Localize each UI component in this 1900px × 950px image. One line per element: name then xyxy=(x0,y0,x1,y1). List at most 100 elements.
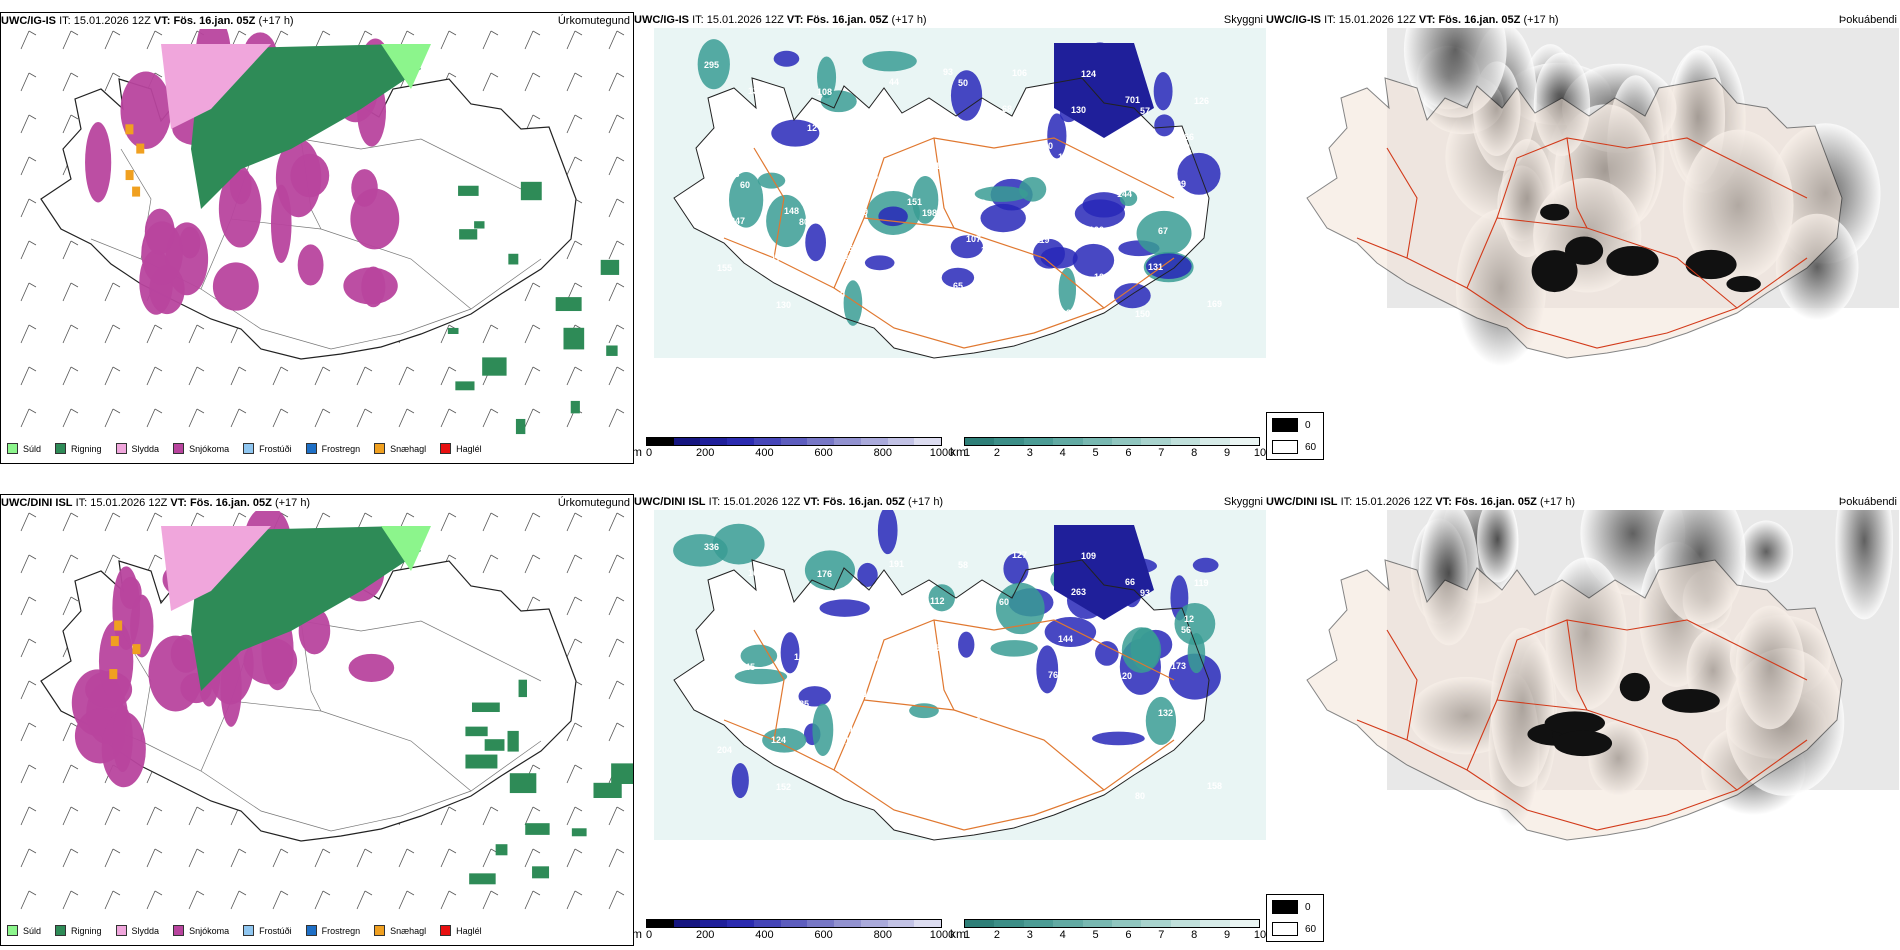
legend-label: Haglél xyxy=(456,925,482,936)
lead-time: (+17 h) xyxy=(274,497,311,509)
scale-swatch xyxy=(673,920,701,927)
wind-barb xyxy=(62,806,79,826)
precip-map xyxy=(20,511,633,910)
scale-swatch xyxy=(834,438,861,445)
road xyxy=(753,147,785,259)
visibility-label: 148 xyxy=(784,206,799,216)
scale-swatch xyxy=(994,438,1024,445)
scale-tick: 0 xyxy=(646,929,653,941)
wind-barb xyxy=(146,848,163,868)
visibility-label: 132 xyxy=(748,86,763,96)
scale-tick: 6 xyxy=(1125,929,1132,941)
precip-panel-row2: UWC/DINI ISL IT: 15.01.2026 12Z VT: Fös.… xyxy=(0,494,634,946)
fog-area xyxy=(1661,689,1720,713)
wind-barb xyxy=(482,554,499,574)
precip-legend: Súld Rigning Slydda Snjókoma Frostúði Frostre… xyxy=(7,443,496,454)
wind-barb xyxy=(524,282,541,302)
lead-time: (+17 h) xyxy=(258,15,294,27)
rain-area xyxy=(471,702,500,713)
scale-unit: km xyxy=(950,445,966,459)
wind-barb xyxy=(20,156,37,176)
visibility-label: 275 xyxy=(1048,188,1063,198)
precip-panel-row1: UWC/IG-IS IT: 15.01.2026 12Z VT: Fös. 16… xyxy=(0,12,634,464)
low-visibility-area xyxy=(1153,72,1173,111)
scale-swatch xyxy=(887,438,915,445)
graupel-area xyxy=(125,170,134,181)
scale-tick: 800 xyxy=(873,929,892,941)
visibility-label: 130 xyxy=(1071,105,1086,115)
wind-barb xyxy=(398,890,415,910)
rain-area xyxy=(474,221,485,229)
panel-title: Skyggni xyxy=(1223,496,1263,508)
legend-swatch xyxy=(173,443,185,454)
visibility-label: 128 xyxy=(763,97,778,107)
fog-legend-swatch xyxy=(1272,900,1298,914)
visibility-label: 81 xyxy=(1035,717,1045,727)
visibility-label: 30 xyxy=(1043,141,1053,151)
scale-swatch xyxy=(700,920,728,927)
scale-bar xyxy=(964,437,1260,446)
visibility-label: 141 xyxy=(981,245,996,255)
low-visibility-area xyxy=(773,50,800,67)
legend-label: Snjókoma xyxy=(189,443,230,454)
wind-barb xyxy=(524,30,541,50)
scale-tick: 1 xyxy=(964,929,971,941)
scale-tick: 3 xyxy=(1026,447,1033,459)
scale-swatch xyxy=(1141,920,1171,927)
vt-label: VT: xyxy=(170,497,187,509)
scale-tick: 6 xyxy=(1125,447,1132,459)
it-value: 15.01.2026 12Z xyxy=(723,496,801,508)
fog-area xyxy=(1477,510,1519,583)
legend-item: Slydda xyxy=(115,443,159,454)
visibility-label: 50 xyxy=(958,78,968,88)
fog-area xyxy=(1544,711,1606,735)
low-visibility-area xyxy=(780,632,800,674)
visibility-label: 103 xyxy=(1094,272,1109,282)
scale-tick: 0 xyxy=(646,447,653,459)
fog-area xyxy=(1685,249,1737,280)
fog-legend-label: 60 xyxy=(1305,923,1317,935)
wind-barb xyxy=(440,30,457,50)
visibility-label: 198 xyxy=(922,208,937,218)
visibility-label: 108 xyxy=(817,87,832,97)
wind-barb xyxy=(524,890,541,910)
legend-item: Haglél xyxy=(440,443,482,454)
fog-panel-row1: UWC/IG-IS IT: 15.01.2026 12Z VT: Fös. 16… xyxy=(1266,12,1900,464)
legend-swatch xyxy=(374,925,386,936)
rain-area xyxy=(465,754,498,769)
scale-tick: 600 xyxy=(814,447,833,459)
visibility-label: 131 xyxy=(1148,262,1163,272)
legend-item: Rigning xyxy=(55,443,102,454)
fog-area xyxy=(1739,520,1794,583)
legend-swatch xyxy=(55,925,67,936)
legend-item: Haglél xyxy=(440,925,482,936)
road xyxy=(1466,137,1808,289)
scale-swatch xyxy=(1053,438,1083,445)
coastline xyxy=(40,560,577,842)
wind-barb xyxy=(482,72,499,92)
legend-swatch xyxy=(55,443,67,454)
graupel-area xyxy=(125,124,134,135)
visibility-label: 150 xyxy=(1025,271,1040,281)
visibility-label: 245 xyxy=(740,662,755,672)
low-visibility-area xyxy=(697,39,730,90)
legend-item: Snæhagl xyxy=(374,443,426,454)
low-visibility-area xyxy=(757,172,786,189)
scale-swatch xyxy=(965,920,995,927)
fog-legend-swatch xyxy=(1272,922,1298,936)
low-visibility-area xyxy=(1054,525,1154,620)
precip-map xyxy=(20,29,625,435)
visibility-label: 159 xyxy=(866,642,881,652)
road xyxy=(833,619,1175,771)
wind-barb xyxy=(146,408,163,428)
panel-title: Úrkomutegund xyxy=(557,497,630,509)
visibility-label: 172 xyxy=(753,133,768,143)
low-visibility-area xyxy=(857,562,878,587)
wind-barb xyxy=(608,848,625,868)
low-visibility-area xyxy=(950,235,984,259)
wind-barb xyxy=(62,408,79,428)
scale-ticks: 0 200 400 600 800 1000 xyxy=(646,446,954,460)
wind-barb xyxy=(482,512,499,532)
wind-barb xyxy=(482,890,499,910)
wind-barb xyxy=(20,806,37,826)
